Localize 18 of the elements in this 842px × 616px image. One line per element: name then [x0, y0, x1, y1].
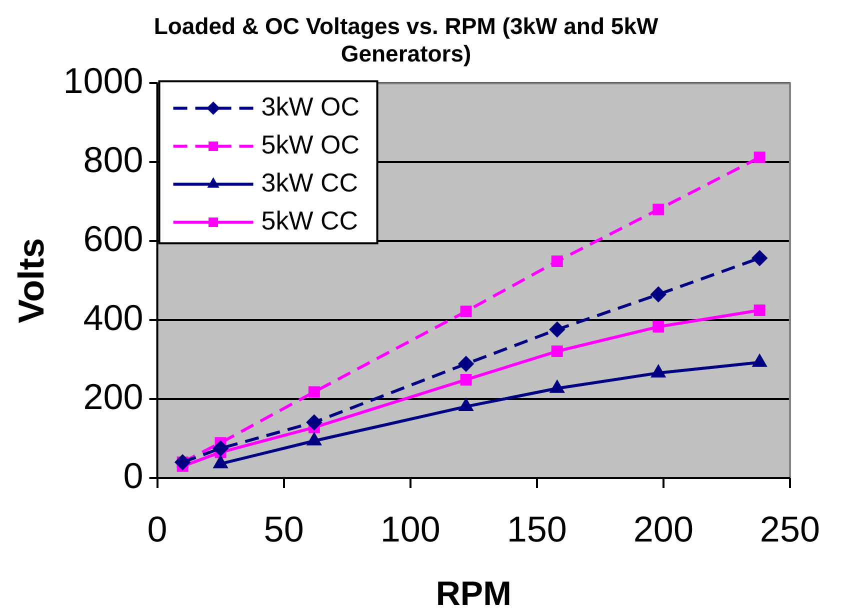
y-tick-label: 800 [83, 139, 144, 180]
y-axis-title: Volts [10, 238, 52, 324]
x-tick-label: 100 [380, 508, 440, 550]
legend-label: 5kW OC [261, 129, 360, 160]
legend-label: 3kW CC [261, 167, 358, 198]
legend-label: 3kW OC [261, 91, 360, 122]
x-axis-title: RPM [436, 574, 512, 613]
x-tick-label: 150 [506, 508, 567, 550]
x-tick-label: 250 [760, 508, 820, 550]
chart-title: Loaded & OC Voltages vs. RPM (3kW and 5kW Generators) [154, 13, 658, 67]
legend-label: 5kW CC [261, 205, 358, 236]
y-tick-label: 1000 [63, 60, 144, 102]
y-tick-label: 600 [83, 218, 144, 260]
y-tick-label: 400 [83, 297, 144, 338]
y-tick-label: 0 [123, 454, 144, 496]
y-tick-label: 200 [83, 376, 144, 417]
x-tick-label: 200 [633, 508, 694, 550]
x-tick-label: 50 [264, 508, 304, 550]
